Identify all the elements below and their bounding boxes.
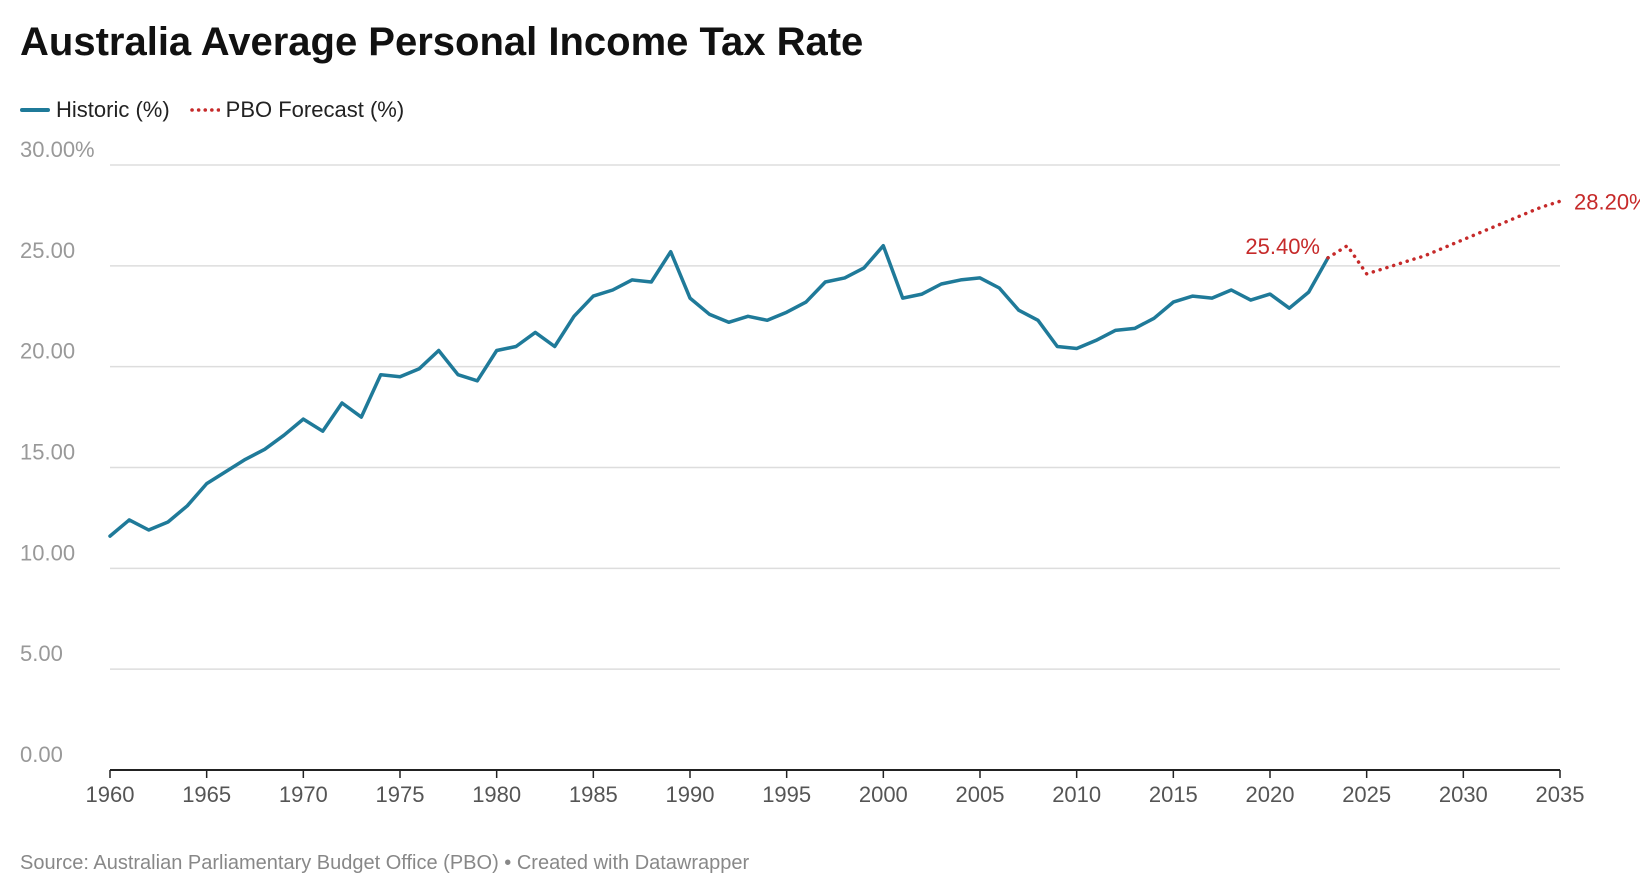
x-tick-label: 1960 bbox=[86, 782, 135, 807]
legend-label-historic: Historic (%) bbox=[56, 97, 170, 122]
x-tick-label: 2025 bbox=[1342, 782, 1391, 807]
x-axis-ticks: 1960 1965 1970 1975 1980 1985 1990 1995 2000 2005… bbox=[86, 770, 1585, 807]
x-tick-label: 2020 bbox=[1246, 782, 1295, 807]
data-label: 28.20% bbox=[1574, 189, 1640, 214]
x-tick-label: 1990 bbox=[666, 782, 715, 807]
chart-title: Australia Average Personal Income Tax Ra… bbox=[20, 20, 864, 64]
source-note: Source: Australian Parliamentary Budget … bbox=[20, 852, 750, 874]
y-tick-label: 20.00 bbox=[20, 339, 75, 364]
x-tick-label: 2000 bbox=[859, 782, 908, 807]
y-tick-label: 0.00 bbox=[20, 742, 63, 767]
legend-label-forecast: PBO Forecast (%) bbox=[225, 97, 405, 122]
y-tick-label: 25.00 bbox=[20, 238, 75, 263]
legend-swatch-historic bbox=[20, 108, 50, 112]
x-tick-label: 1985 bbox=[569, 782, 618, 807]
legend-item-forecast: PBO Forecast (%) bbox=[189, 97, 405, 123]
x-tick-label: 2010 bbox=[1052, 782, 1101, 807]
series-lines bbox=[108, 199, 1562, 538]
x-tick-label: 2005 bbox=[956, 782, 1005, 807]
grid-lines bbox=[110, 164, 1560, 771]
series-line-historic bbox=[108, 243, 1330, 538]
x-tick-label: 1975 bbox=[376, 782, 425, 807]
series-line-forecast bbox=[1326, 199, 1562, 276]
data-label: 25.40% bbox=[1245, 234, 1320, 259]
x-tick-label: 2030 bbox=[1439, 782, 1488, 807]
x-tick-label: 2035 bbox=[1536, 782, 1585, 807]
y-tick-label: 30.00% bbox=[20, 137, 95, 162]
legend-swatch-forecast bbox=[189, 108, 220, 112]
y-axis-ticks: 0.00 5.00 10.00 15.00 20.00 25.00 30.00% bbox=[20, 137, 95, 767]
y-tick-label: 15.00 bbox=[20, 440, 75, 465]
legend: Historic (%) PBO Forecast (%) bbox=[20, 97, 424, 123]
x-tick-label: 1995 bbox=[762, 782, 811, 807]
annotations: 25.40% 28.20% bbox=[1245, 189, 1640, 258]
x-tick-label: 1970 bbox=[279, 782, 328, 807]
y-tick-label: 5.00 bbox=[20, 641, 63, 666]
x-tick-label: 1980 bbox=[472, 782, 521, 807]
legend-item-historic: Historic (%) bbox=[20, 97, 170, 123]
x-tick-label: 1965 bbox=[182, 782, 231, 807]
x-tick-label: 2015 bbox=[1149, 782, 1198, 807]
y-tick-label: 10.00 bbox=[20, 540, 75, 565]
